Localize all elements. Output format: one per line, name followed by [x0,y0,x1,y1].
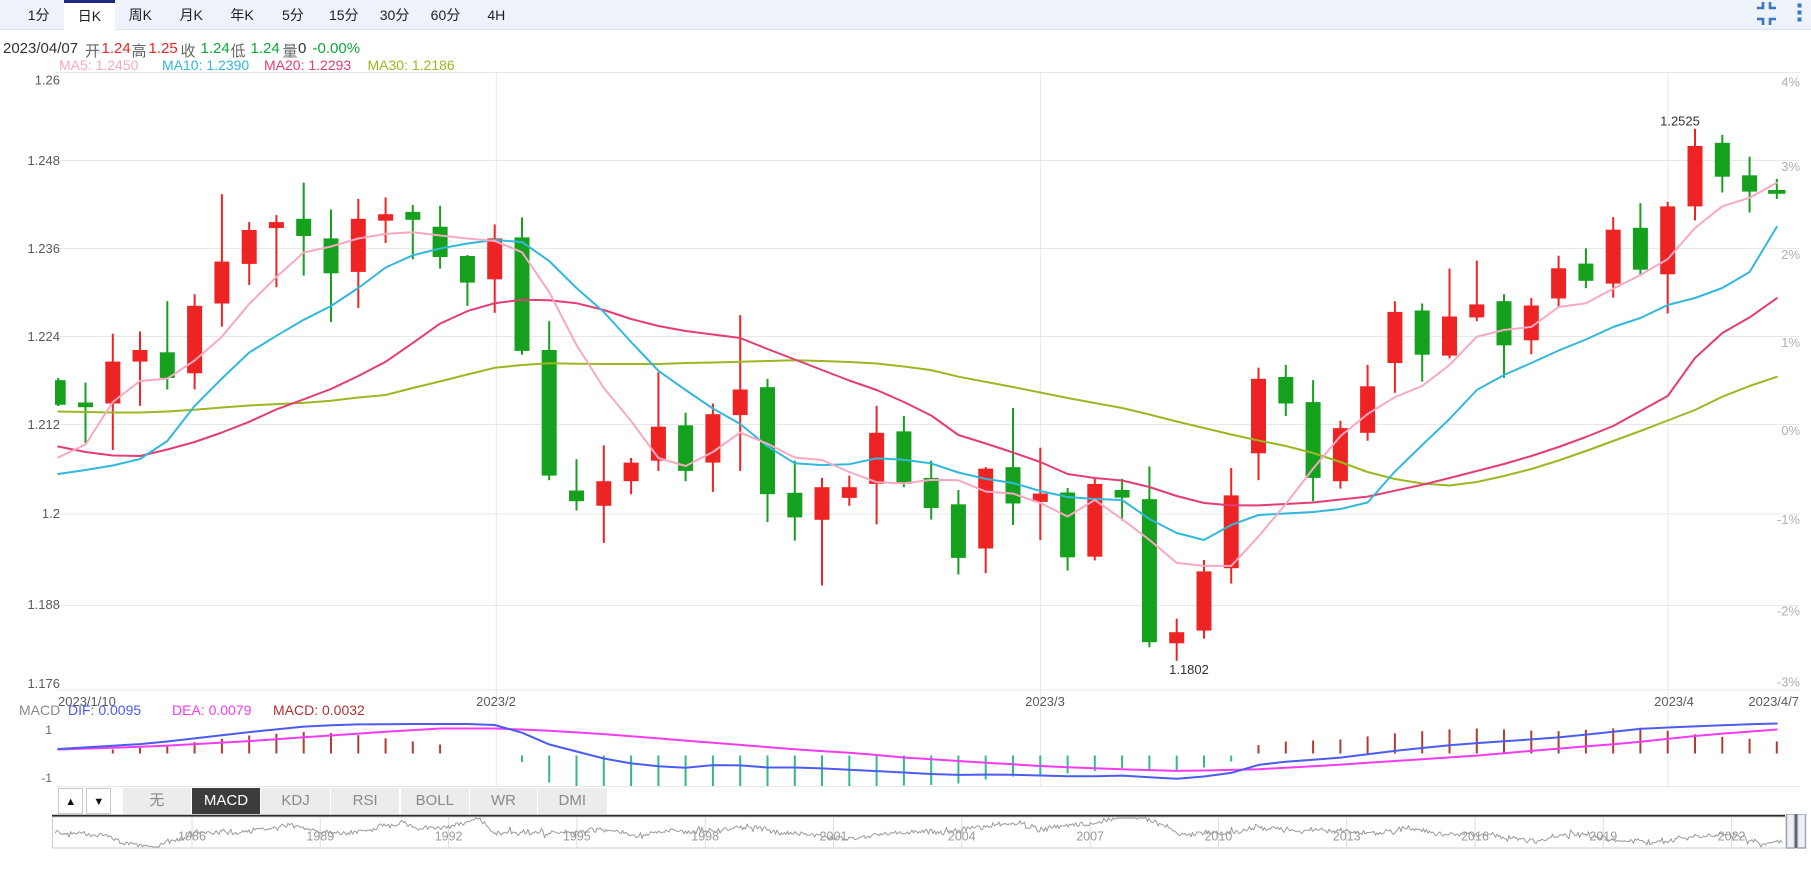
svg-text:2004: 2004 [948,830,976,844]
svg-text:2%: 2% [1781,247,1800,262]
svg-text:1.2: 1.2 [42,506,60,521]
svg-text:1998: 1998 [691,830,719,844]
svg-text:2023/2: 2023/2 [476,694,516,709]
svg-text:3%: 3% [1781,159,1800,174]
svg-text:2023/4: 2023/4 [1654,694,1694,709]
svg-text:2007: 2007 [1076,830,1104,844]
svg-text:MACD: 0.0032: MACD: 0.0032 [273,702,365,718]
svg-text:1989: 1989 [306,830,334,844]
svg-text:1.212: 1.212 [27,417,60,432]
svg-text:2001: 2001 [820,830,848,844]
svg-text:1.224: 1.224 [27,329,60,344]
svg-text:1992: 1992 [435,830,463,844]
svg-text:0%: 0% [1781,423,1800,438]
svg-text:2023/3: 2023/3 [1025,694,1065,709]
svg-text:-3%: -3% [1777,675,1801,690]
svg-text:1.188: 1.188 [27,597,60,612]
svg-text:2023/4/7: 2023/4/7 [1748,694,1799,709]
svg-text:1.176: 1.176 [27,676,60,691]
svg-text:1%: 1% [1781,335,1800,350]
svg-text:-1%: -1% [1777,512,1801,527]
svg-text:-1: -1 [41,771,52,785]
svg-text:2023/1/10: 2023/1/10 [58,694,116,709]
svg-text:1.248: 1.248 [27,153,60,168]
svg-text:1.1802: 1.1802 [1169,662,1209,677]
svg-text:1.26: 1.26 [35,73,60,88]
svg-text:1: 1 [45,723,52,737]
svg-text:1.236: 1.236 [27,241,60,256]
svg-text:2013: 2013 [1333,830,1361,844]
svg-text:4%: 4% [1781,75,1800,90]
svg-text:DIF: 0.0095: DIF: 0.0095 [68,702,141,718]
svg-text:DEA: 0.0079: DEA: 0.0079 [172,702,252,718]
svg-text:MACD: MACD [19,702,60,718]
svg-text:1.2525: 1.2525 [1660,114,1700,129]
svg-text:2016: 2016 [1461,830,1489,844]
svg-text:-2%: -2% [1777,604,1801,619]
